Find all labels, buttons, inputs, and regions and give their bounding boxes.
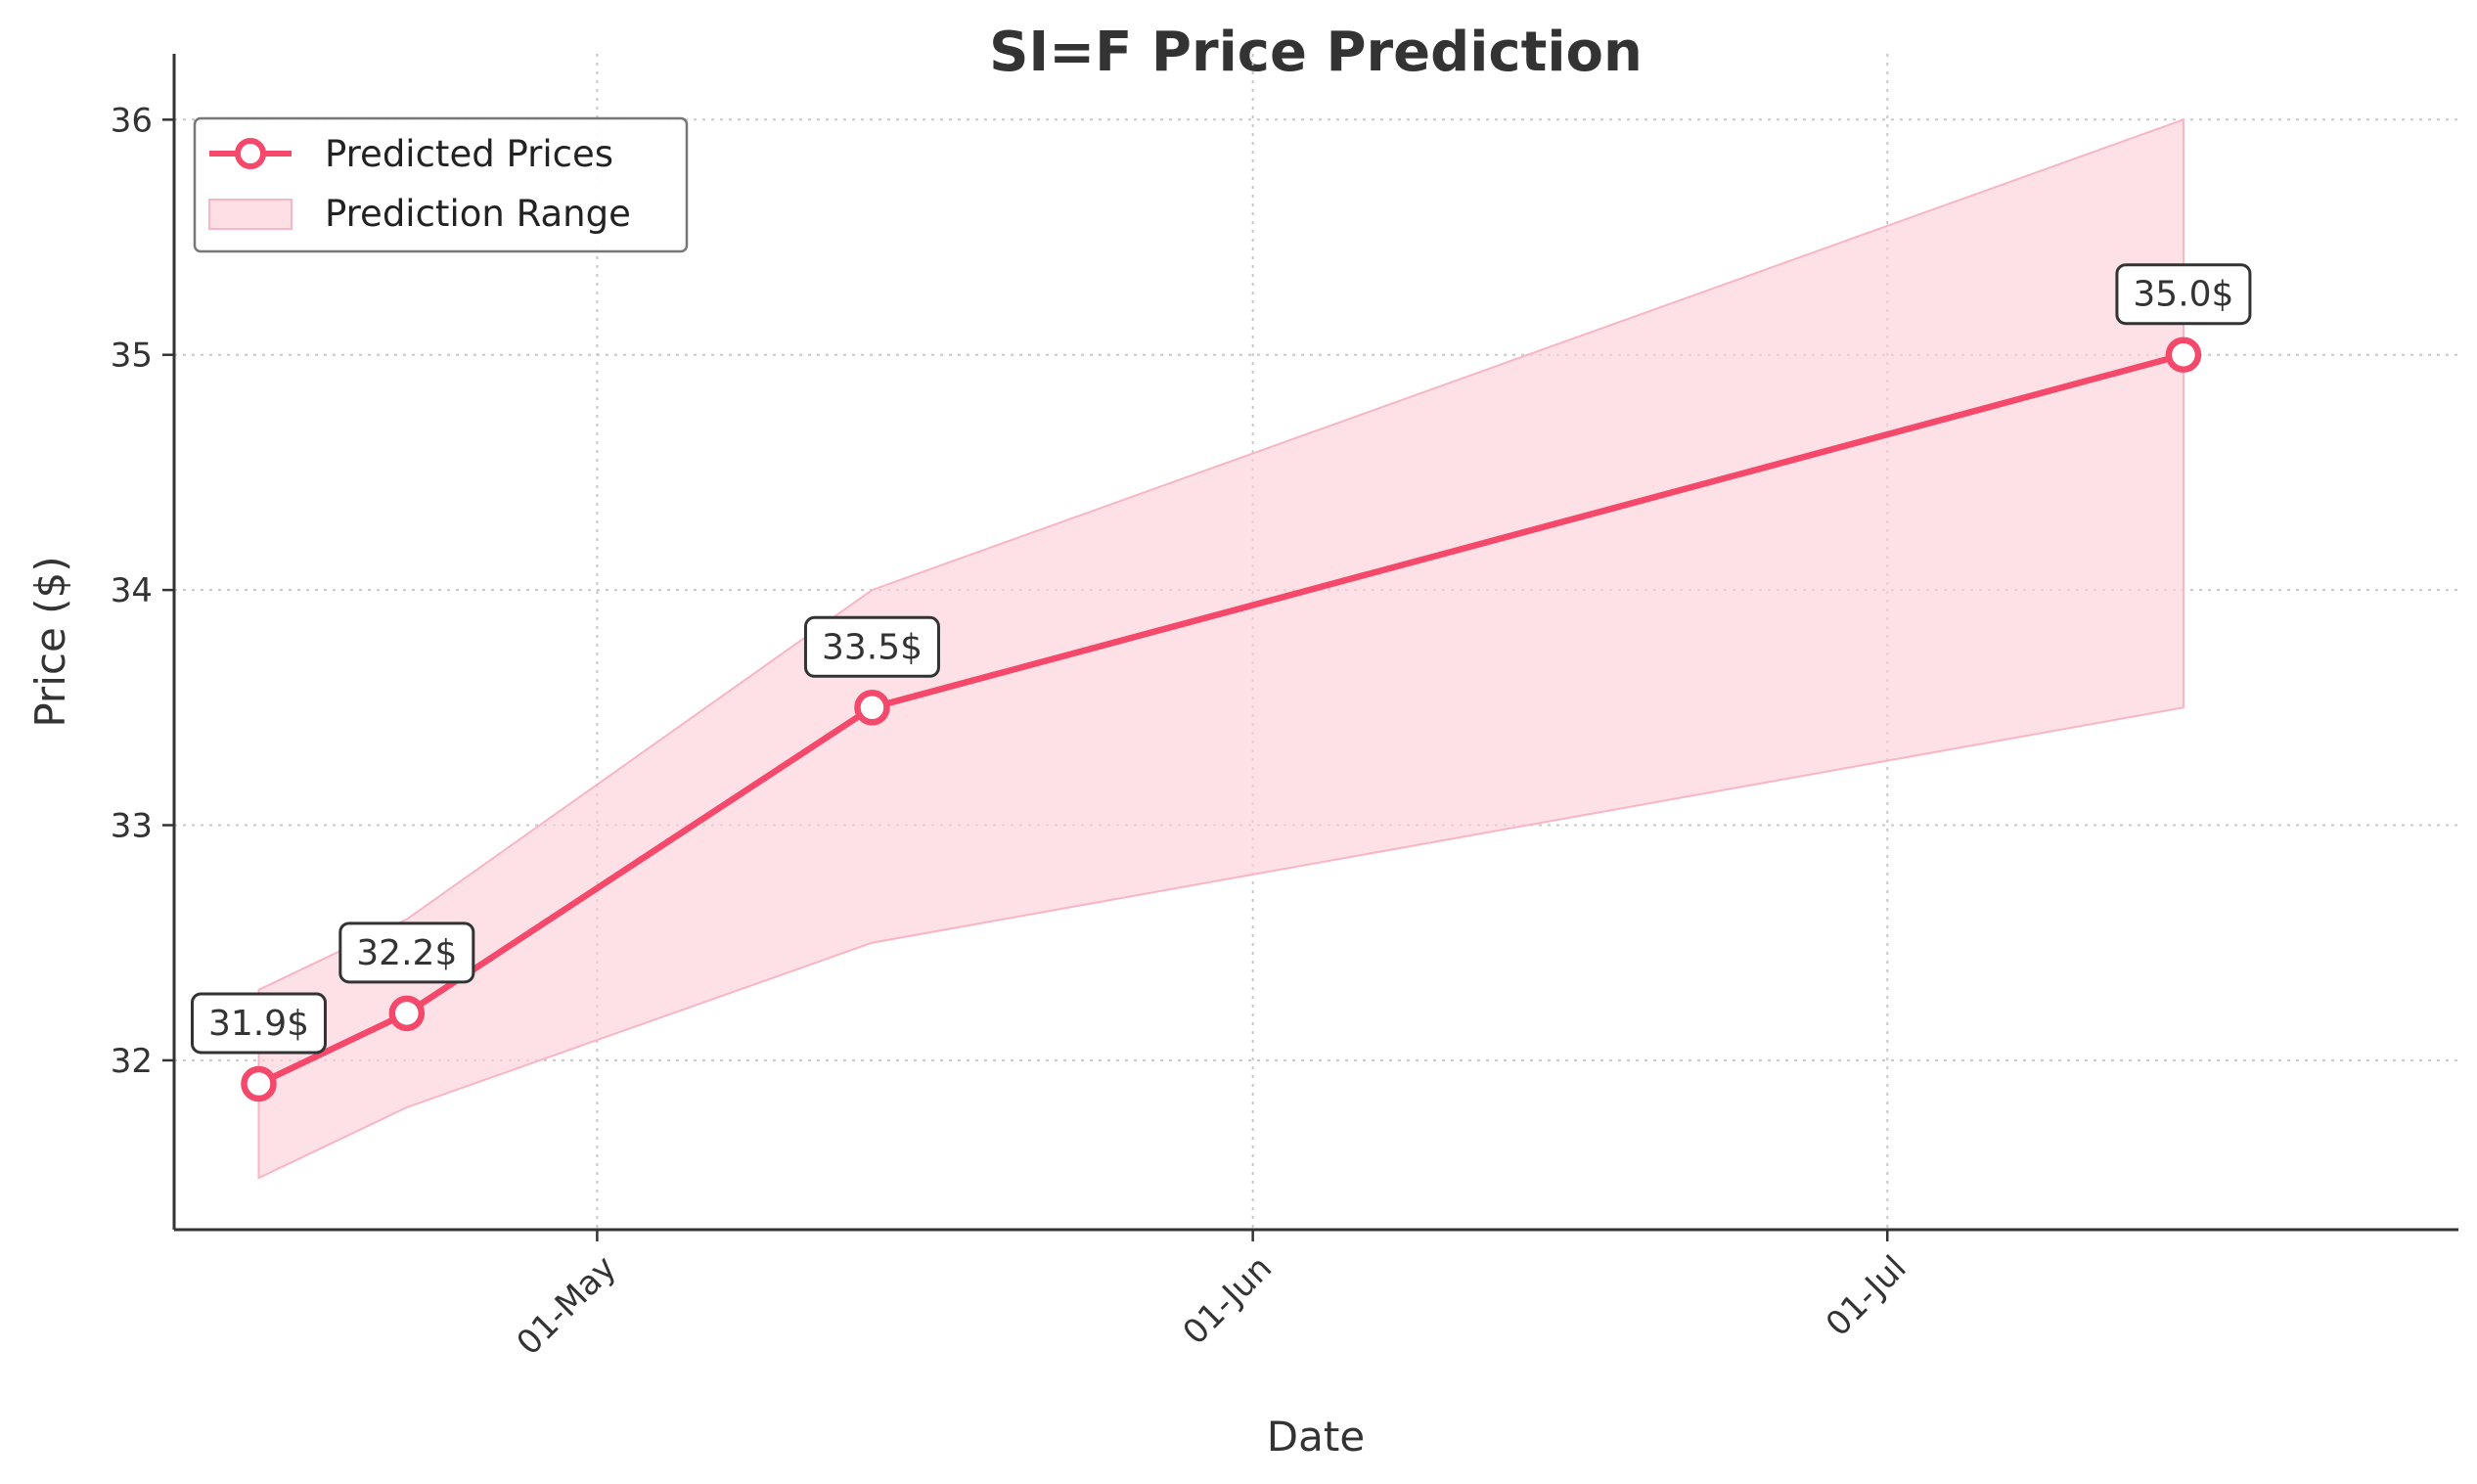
data-label-box [190,992,327,1055]
data-label: 32.2$ [338,922,475,984]
y-tick-label: 36 [111,101,153,140]
legend-box [193,116,689,253]
y-axis-ticks: 32 33 34 35 36 [111,101,174,1081]
x-tick-label: 01-Jun [1176,1248,1280,1352]
predicted-prices-line [257,351,2184,1087]
x-tick-label: 01-Jul [1819,1248,1914,1344]
data-label-text: 31.9$ [208,1004,309,1044]
y-tick-label: 32 [111,1042,153,1081]
y-tick-label: 33 [111,807,153,846]
x-tick-label: 01-May [510,1248,624,1363]
data-point [2165,337,2202,373]
data-point [854,690,890,726]
y-axis-label: Price ($) [26,556,74,727]
x-axis-label: Date [1267,1413,1365,1461]
predicted-prices-series [241,337,2202,1102]
legend-range-swatch [208,199,293,230]
y-tick-label: 35 [111,337,153,376]
data-point [388,995,426,1032]
prediction-range-band [257,117,2184,1180]
legend: Predicted Prices Prediction Range [193,116,689,253]
chart-title: SI=F Price Prediction [989,21,1643,84]
data-label: 31.9$ [190,992,327,1055]
data-label-text: 32.2$ [356,933,457,973]
data-label-box [2115,263,2252,326]
prediction-range-area [257,117,2184,1180]
data-label-text: 33.5$ [822,627,923,667]
legend-label-predicted: Predicted Prices [325,133,613,175]
data-point [241,1065,277,1102]
legend-circle-marker [235,138,266,169]
data-label-box [338,922,475,984]
x-axis-ticks: 01-May 01-Jun 01-Jul [510,1230,1914,1363]
data-label: 33.5$ [803,615,940,678]
y-tick-label: 34 [111,571,153,610]
data-label: 35.0$ [2115,263,2252,326]
data-label-text: 35.0$ [2133,275,2233,315]
legend-label-range: Prediction Range [325,193,631,235]
data-labels: 31.9$ 32.2$ 33.5$ 35.0$ [190,263,2252,1055]
data-label-box [803,615,940,678]
